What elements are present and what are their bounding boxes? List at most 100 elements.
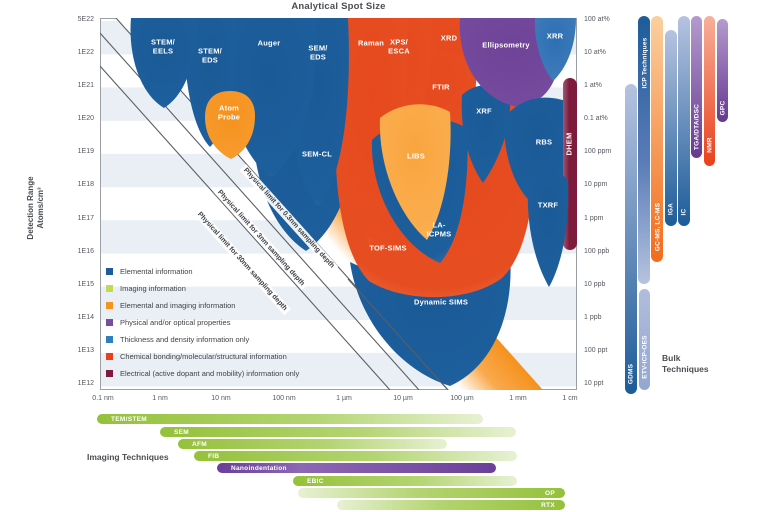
legend-swatch bbox=[106, 370, 113, 377]
right-tick: 100 ppt bbox=[584, 347, 608, 354]
legend: Elemental information Imaging informatio… bbox=[106, 263, 299, 382]
capsule-gc-ms-lc-ms bbox=[651, 16, 663, 262]
bar-label: RTX bbox=[541, 501, 555, 509]
legend-swatch bbox=[106, 302, 113, 309]
legend-item: Elemental information bbox=[106, 263, 299, 280]
label-ftir: FTIR bbox=[432, 82, 450, 92]
imaging-techniques-title: Imaging Techniques bbox=[87, 452, 169, 462]
bar-label: EBIC bbox=[307, 477, 324, 485]
legend-label: Thickness and density information only bbox=[120, 335, 250, 344]
label-ic: IC bbox=[680, 208, 688, 216]
x-tick: 100 µm bbox=[450, 395, 474, 402]
y-tick: 1E15 bbox=[77, 281, 94, 288]
label-gc-ms-lc-ms: GC-MS, LC-MS bbox=[654, 202, 662, 252]
legend-swatch bbox=[106, 353, 113, 360]
label-nmr: NMR bbox=[706, 137, 714, 153]
legend-swatch bbox=[106, 285, 113, 292]
capsule-gpc bbox=[717, 19, 728, 122]
legend-swatch bbox=[106, 336, 113, 343]
region-xrf bbox=[461, 85, 511, 183]
region-xrr bbox=[534, 18, 576, 81]
right-tick: 100 ppm bbox=[584, 148, 612, 155]
bar-ebic: EBIC bbox=[293, 476, 517, 486]
y-tick: 1E13 bbox=[77, 347, 94, 354]
label-txrf: TXRF bbox=[537, 200, 559, 210]
region-txrf bbox=[527, 170, 569, 287]
right-tick: 10 at% bbox=[584, 49, 606, 56]
x-tick: 1 cm bbox=[562, 395, 578, 402]
label-etv-icp-oes: ETV-ICP-OES bbox=[641, 335, 649, 379]
legend-item: Thickness and density information only bbox=[106, 331, 299, 348]
y-tick: 1E21 bbox=[77, 82, 94, 89]
x-tick: 100 nm bbox=[272, 395, 296, 402]
legend-item: Electrical (active dopant and mobility) … bbox=[106, 365, 299, 382]
label-rbs: RBS bbox=[535, 137, 553, 147]
label-sem-eds: SEM/ EDS bbox=[308, 43, 328, 61]
capsule-iga bbox=[665, 30, 677, 226]
bar-nanoindentation: Nanoindentation bbox=[217, 463, 496, 473]
y-tick: 1E19 bbox=[77, 148, 94, 155]
x-tick: 1 µm bbox=[336, 395, 352, 402]
y-tick: 1E22 bbox=[77, 49, 94, 56]
bulk-capsules bbox=[625, 16, 728, 394]
label-sem-cl: SEM-CL bbox=[302, 149, 332, 159]
bar-afm: AFM bbox=[178, 439, 447, 449]
label-ellipsometry: Ellipsometry bbox=[482, 40, 530, 50]
capsule-ic bbox=[678, 16, 690, 226]
bar-label: OP bbox=[545, 489, 555, 497]
x-tick: 1 mm bbox=[509, 395, 527, 402]
bar-label: Nanoindentation bbox=[231, 464, 287, 472]
label-gpc: GPC bbox=[719, 100, 727, 116]
bulk-techniques-title: Bulk Techniques bbox=[662, 353, 709, 375]
bar-sem: SEM bbox=[160, 427, 516, 437]
right-tick: 10 ppm bbox=[584, 181, 608, 188]
y-tick: 1E18 bbox=[77, 181, 94, 188]
legend-label: Elemental and imaging information bbox=[120, 301, 236, 310]
y-tick: 1E17 bbox=[77, 215, 94, 222]
capsule-tga-dta-dsc bbox=[691, 16, 702, 158]
legend-swatch bbox=[106, 268, 113, 275]
right-tick: 100 ppb bbox=[584, 248, 610, 255]
region-libs bbox=[379, 104, 451, 241]
y-tick: 1E20 bbox=[77, 115, 94, 122]
region-atom-probe bbox=[205, 91, 255, 159]
bar-op: OP bbox=[298, 488, 565, 498]
label-stem-eels: STEM/ EELS bbox=[151, 37, 175, 55]
right-tick: 100 at% bbox=[584, 16, 610, 23]
label-iga: IGA bbox=[667, 202, 675, 216]
capsule-icp-techniques bbox=[638, 16, 650, 284]
bar-label: SEM bbox=[174, 428, 189, 436]
right-tick: 1 ppb bbox=[584, 314, 602, 321]
label-dynamic-sims: Dynamic SIMS bbox=[413, 297, 469, 307]
region-stem-eels bbox=[130, 18, 197, 108]
label-tof-sims: TOF-SIMS bbox=[369, 243, 407, 253]
chart-title: Analytical Spot Size bbox=[291, 1, 386, 12]
right-tick: 10 ppt bbox=[584, 380, 604, 387]
label-atom-probe: Atom Probe bbox=[217, 103, 241, 121]
right-tick: 1 ppm bbox=[584, 215, 604, 222]
y-tick: 1E16 bbox=[77, 248, 94, 255]
legend-label: Elemental information bbox=[120, 267, 193, 276]
bar-fib: FIB bbox=[194, 451, 517, 461]
label-dhem: DHEM bbox=[564, 132, 574, 156]
label-auger: Auger bbox=[257, 38, 281, 48]
label-xrf: XRF bbox=[476, 106, 492, 116]
limit-line-0-3nm-overlay bbox=[347, 278, 448, 390]
label-gdms: GDMS bbox=[627, 363, 635, 385]
right-tick: 0.1 at% bbox=[584, 115, 608, 122]
y-tick: 1E14 bbox=[77, 314, 94, 321]
legend-item: Physical and/or optical properties bbox=[106, 314, 299, 331]
x-tick: 10 nm bbox=[211, 395, 231, 402]
capsule-gdms bbox=[625, 84, 637, 394]
label-la-icpms: LA- ICPMS bbox=[426, 220, 452, 238]
legend-label: Chemical bonding/molecular/structural in… bbox=[120, 352, 287, 361]
label-stem-eds: STEM/ EDS bbox=[198, 46, 222, 64]
legend-item: Chemical bonding/molecular/structural in… bbox=[106, 348, 299, 365]
x-tick: 0.1 nm bbox=[92, 395, 114, 402]
bar-rtx: RTX bbox=[337, 500, 565, 510]
right-tick: 10 ppb bbox=[584, 281, 606, 288]
label-tga-dta-dsc: TGA/DTA/DSC bbox=[693, 103, 701, 151]
label-libs: LIBS bbox=[407, 151, 425, 161]
label-xps-esca: XPS/ ESCA bbox=[388, 37, 410, 55]
